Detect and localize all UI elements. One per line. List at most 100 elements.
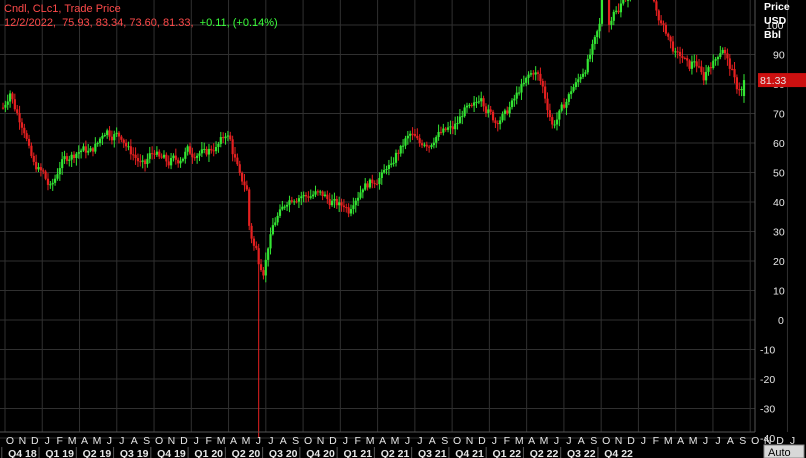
candle-body [42,170,45,172]
x-quarter-label: Q4 18 [8,448,37,458]
y-tick-label: -20 [760,374,775,386]
candle-body [697,66,701,68]
candle-body [425,144,428,147]
y-tick-label: 100 [766,20,784,32]
candle-body [541,81,544,87]
y-tick-label: -40 [760,433,775,445]
candle-body [432,142,435,146]
candle-body [172,155,175,159]
candle-body [91,148,95,152]
candle-body [224,136,227,139]
candle-body [134,154,137,159]
candle-body [468,104,471,106]
candle-body [565,101,568,108]
candle-body [695,61,698,67]
candle-body [553,124,556,126]
x-month-label: J [417,435,422,447]
x-quarter-label: Q2 19 [83,448,112,458]
header-ohlc: 75.93, 83.34, 73.60, 81.33, [62,17,194,29]
candle-body [269,234,272,249]
candle-body [65,156,69,161]
x-month-label: A [230,435,237,447]
x-month-label: A [528,435,535,447]
candle-body [290,200,293,202]
candle-body [584,72,587,74]
y-tick-label: 90 [773,50,785,62]
candle-body [53,178,57,183]
x-month-label: D [329,435,337,447]
auto-scale-label[interactable]: Auto [768,447,791,458]
x-month-label: F [56,435,62,447]
candle-body [323,194,327,197]
candle-body [740,89,743,91]
x-month-label: S [143,435,150,447]
candle-body [307,196,310,198]
x-month-label: N [764,435,772,447]
candle-body [98,138,102,144]
candle-body [214,147,218,152]
candle-body [484,106,488,114]
candle-body [229,135,232,140]
candle-body [702,72,705,81]
auto-scale-button[interactable]: Auto [763,444,805,458]
candle-body [491,111,495,121]
candle-body [622,0,625,4]
x-month-label: O [602,435,610,447]
candle-body [404,138,407,146]
candle-body [226,135,230,137]
x-month-label: M [366,435,375,447]
y-tick-label: 10 [773,286,785,298]
candle-body [158,151,161,157]
x-quarter-label: Q4 20 [306,448,335,458]
candle-body [430,145,433,147]
candle-body [709,67,712,69]
x-month-label: J [119,435,124,447]
candle-body [463,107,466,117]
candle-body [458,116,462,124]
candle-body [731,68,734,70]
candle-body [375,183,379,185]
x-month-label: A [578,435,585,447]
candle-body [11,93,14,100]
candle-body [23,127,26,134]
candle-body [56,174,59,179]
candle-body [61,159,64,169]
candle-body [75,153,78,158]
candle-body [321,191,324,197]
x-month-label: D [627,435,635,447]
candle-body [101,135,104,139]
candle-body [560,104,563,111]
candle-body [534,72,537,75]
candle-body [411,133,414,135]
candle-body [338,202,341,206]
candle-body [174,155,177,160]
candle-body [94,143,97,152]
candle-body [390,163,393,165]
candle-body [297,198,301,202]
candle-body [129,146,132,155]
candle-body [574,82,578,88]
x-month-label: J [256,435,261,447]
candle-body [619,3,622,13]
candle-body [401,145,405,147]
candle-body [84,146,87,153]
header-change: +0.11, (+0.14%) [200,17,278,29]
y-tick-label: 60 [773,138,785,150]
candle-body [707,67,710,72]
candle-body [600,0,604,24]
x-month-label: D [180,435,188,447]
candle-body [264,259,267,276]
candle-body [243,181,246,186]
y-tick-label: 0 [778,315,784,327]
candle-body [570,91,573,95]
candle-body [626,0,630,1]
candle-body [18,113,21,123]
candle-body [328,199,331,206]
y-axis-unit-bbl: Bbl [764,29,781,41]
candle-body [591,43,594,55]
x-month-label: D [478,435,486,447]
candle-body [520,84,523,93]
x-month-label: N [317,435,325,447]
x-month-label: J [566,435,571,447]
